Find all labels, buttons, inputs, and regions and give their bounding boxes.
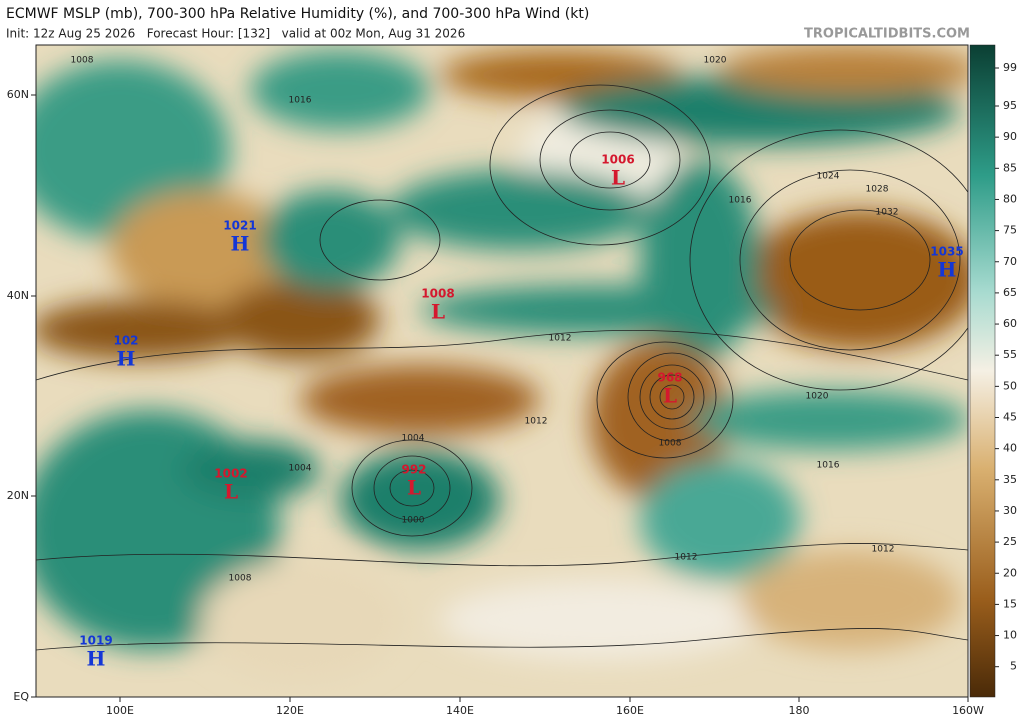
isobar-label: 1008 xyxy=(659,439,682,449)
pressure-value: 1008 xyxy=(421,287,454,301)
pressure-value: 1002 xyxy=(214,467,247,481)
pressure-center-symbol: H xyxy=(117,347,136,371)
pressure-center-symbol: H xyxy=(231,232,250,256)
pressure-center-symbol: L xyxy=(224,480,238,504)
isobar-label: 1012 xyxy=(872,545,895,555)
isobar-label: 1000 xyxy=(402,516,425,526)
colorbar-label: 30 xyxy=(1003,504,1017,517)
isobar-label: 1008 xyxy=(71,56,94,66)
isobar-label: 1016 xyxy=(289,96,312,106)
isobar-label: 1004 xyxy=(402,434,425,444)
lon-label: 140E xyxy=(446,704,474,717)
watermark: TROPICALTIDBITS.COM xyxy=(804,27,970,42)
isobar-label: 1020 xyxy=(704,56,727,66)
isobar-label: 1016 xyxy=(729,196,752,206)
isobar-label: 1012 xyxy=(675,553,698,563)
isobar-label: 1028 xyxy=(866,185,889,195)
colorbar-label: 35 xyxy=(1003,473,1017,486)
pressure-center-symbol: L xyxy=(407,476,421,500)
pressure-center-symbol: L xyxy=(431,300,445,324)
title: ECMWF MSLP (mb), 700-300 hPa Relative Hu… xyxy=(6,6,589,22)
lon-label: 100E xyxy=(106,704,134,717)
isobar-label: 1008 xyxy=(229,574,252,584)
isobar-label: 1012 xyxy=(549,334,572,344)
pressure-center-symbol: L xyxy=(663,384,677,408)
colorbar-label: 95 xyxy=(1003,99,1017,112)
colorbar-label: 5 xyxy=(1010,660,1017,673)
colorbar-label: 65 xyxy=(1003,286,1017,299)
colorbar-label: 90 xyxy=(1003,130,1017,143)
colorbar-label: 80 xyxy=(1003,192,1017,205)
map-frame xyxy=(35,44,969,698)
pressure-value: 1019 xyxy=(79,634,112,648)
colorbar-label: 45 xyxy=(1003,411,1017,424)
pressure-value: 968 xyxy=(657,371,682,385)
pressure-value: 1006 xyxy=(601,153,634,167)
lon-label: 160W xyxy=(952,704,984,717)
colorbar-label: 10 xyxy=(1003,629,1017,642)
lat-label: 60N xyxy=(7,88,29,101)
colorbar-label: 20 xyxy=(1003,566,1017,579)
isobar-label: 1004 xyxy=(289,464,312,474)
colorbar-label: 15 xyxy=(1003,597,1017,610)
colorbar-label: 55 xyxy=(1003,348,1017,361)
colorbar-label: 60 xyxy=(1003,317,1017,330)
isobar-label: 1032 xyxy=(876,208,899,218)
subtitle: Init: 12z Aug 25 2026 Forecast Hour: [13… xyxy=(6,27,465,41)
pressure-center-symbol: H xyxy=(938,258,957,282)
colorbar-label: 50 xyxy=(1003,379,1017,392)
lat-label: EQ xyxy=(13,690,29,703)
pressure-center-symbol: L xyxy=(611,166,625,190)
colorbar-label: 40 xyxy=(1003,442,1017,455)
isobar-label: 1020 xyxy=(806,392,829,402)
pressure-value: 102 xyxy=(113,334,138,348)
pressure-value: 1035 xyxy=(930,245,963,259)
colorbar-label: 75 xyxy=(1003,224,1017,237)
colorbar-label: 70 xyxy=(1003,255,1017,268)
colorbar-label: 99 xyxy=(1003,61,1017,74)
isobar-label: 1012 xyxy=(525,417,548,427)
lat-label: 20N xyxy=(7,489,29,502)
pressure-value: 992 xyxy=(401,463,426,477)
pressure-center-symbol: H xyxy=(87,647,106,671)
colorbar-label: 85 xyxy=(1003,161,1017,174)
lon-label: 120E xyxy=(276,704,304,717)
isobar-label: 1024 xyxy=(817,172,840,182)
pressure-value: 1021 xyxy=(223,219,256,233)
colorbar xyxy=(969,44,996,698)
lon-label: 180 xyxy=(789,704,810,717)
lat-label: 40N xyxy=(7,289,29,302)
lon-label: 160E xyxy=(616,704,644,717)
isobar-label: 1016 xyxy=(817,461,840,471)
colorbar-label: 25 xyxy=(1003,535,1017,548)
map-area xyxy=(36,45,968,697)
